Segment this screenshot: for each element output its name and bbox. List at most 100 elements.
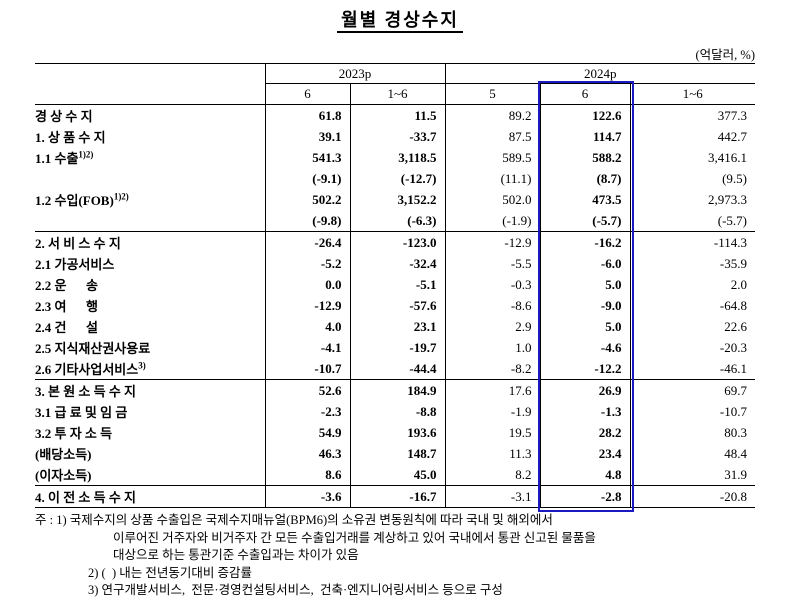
value-cell: 2,973.3 — [708, 191, 747, 207]
row-label-superscript: 1)2) — [78, 149, 94, 160]
table-row: 3.2 투 자 소 득 54.9 193.6 19.5 28.2 80.3 — [35, 422, 755, 443]
value-cell: 0.0 — [265, 274, 351, 295]
value-cell: -2.8 — [540, 485, 631, 508]
value-cell: -16.2 — [540, 231, 631, 253]
col-header-2023-6: 6 — [265, 83, 351, 105]
unit-note: (억달러, %) — [695, 48, 756, 62]
row-label-cell: (배당소득) — [35, 443, 266, 464]
value-cell: -16.7 — [350, 485, 446, 508]
row-label: 2. 서 비 스 수 지 — [35, 236, 121, 251]
table-row: 2.5 지식재산권사용료 -4.1 -19.7 1.0 -4.6 -20.3 — [35, 337, 755, 358]
value-cell: 3,416.1 — [708, 149, 747, 165]
corner-cell — [35, 63, 266, 84]
value-cell: 80.3 — [724, 424, 747, 440]
value-cell: 69.7 — [630, 379, 755, 401]
row-label: 2.2 운 송 — [35, 278, 98, 293]
value-cell: -57.6 — [350, 295, 446, 316]
value-cell: 23.1 — [350, 316, 446, 337]
row-label-cell: 2.4 건 설 — [35, 316, 266, 337]
current-account-table: 2023p 2024p 6 1~6 5 6 1~6 경 상 수 지 61.8 11.… — [35, 63, 755, 508]
value-cell: -8.8 — [350, 401, 446, 422]
footnotes: 주 : 1) 국제수지의 상품 수출입은 국제수지매뉴얼(BPM6)의 소유권 … — [35, 512, 775, 600]
value-cell: 54.9 — [265, 422, 351, 443]
value-cell: -5.1 — [350, 274, 446, 295]
table-row: 1. 상 품 수 지 39.1 -33.7 87.5 114.7 442.7 — [35, 126, 755, 147]
value-cell: -114.3 — [630, 231, 755, 253]
table-row: 4. 이 전 소 득 수 지 -3.6 -16.7 -3.1 -2.8 -20.8 — [35, 485, 755, 508]
value-cell: 39.1 — [265, 126, 351, 147]
value-cell: 11.3 — [445, 443, 541, 464]
value-cell: -19.7 — [350, 337, 446, 358]
row-label-cell: 2. 서 비 스 수 지 — [35, 231, 266, 253]
value-cell: (9.5) — [722, 170, 747, 186]
table-row: 2.1 가공서비스 -5.2 -32.4 -5.5 -6.0 -35.9 — [35, 253, 755, 274]
value-cell: 2.0 — [730, 276, 747, 292]
value-cell: 5.0 — [540, 316, 631, 337]
table-subheader-row: 6 1~6 5 6 1~6 — [35, 83, 755, 105]
row-label-cell — [35, 210, 266, 232]
title-row: 월별 경상수지 — [0, 6, 800, 33]
row-label: 1. 상 품 수 지 — [35, 130, 106, 145]
table-row: 2.4 건 설 4.0 23.1 2.9 5.0 22.6 — [35, 316, 755, 337]
footnote-line-4: 2) ( ) 내는 전년동기대비 증감률 — [88, 565, 252, 580]
value-cell: 22.6 — [724, 318, 747, 334]
value-cell: 473.5 — [540, 189, 631, 210]
table-row: 3. 본 원 소 득 수 지 52.6 184.9 17.6 26.9 69.7 — [35, 379, 755, 401]
value-cell: -3.6 — [265, 485, 351, 508]
row-label-cell: 경 상 수 지 — [35, 104, 266, 126]
value-cell: 31.9 — [724, 466, 747, 482]
value-cell: 26.9 — [540, 379, 631, 401]
table-row: 2.6 기타사업서비스3) -10.7 -44.4 -8.2 -12.2 -46.1 — [35, 358, 755, 380]
value-cell: (-5.7) — [717, 212, 747, 228]
row-label-cell: 2.5 지식재산권사용료 — [35, 337, 266, 358]
table-row: (-9.1) (-12.7) (11.1) (8.7) (9.5) — [35, 168, 755, 189]
table-row: (배당소득) 46.3 148.7 11.3 23.4 48.4 — [35, 443, 755, 464]
table-row: 2.2 운 송 0.0 -5.1 -0.3 5.0 2.0 — [35, 274, 755, 295]
value-cell: (-12.7) — [350, 168, 446, 189]
value-cell: 114.7 — [540, 126, 631, 147]
value-cell: -12.2 — [540, 358, 631, 380]
corner-cell-2 — [35, 83, 266, 105]
value-cell: 3,118.5 — [350, 147, 446, 168]
table-row: 1.1 수출1)2) 541.3 3,118.5 589.5 588.2 3,416.1 — [35, 147, 755, 168]
value-cell: 23.4 — [540, 443, 631, 464]
value-cell: -46.1 — [719, 360, 747, 376]
value-cell: 8.6 — [265, 464, 351, 486]
value-cell: 588.2 — [540, 147, 631, 168]
footnote-line-5: 3) 연구개발서비스, 전문·경영컨설팅서비스, 건축·엔지니어링서비스 등으로… — [88, 583, 503, 597]
row-label: 3.1 급 료 및 임 금 — [35, 405, 128, 420]
value-cell: (-9.8) — [265, 210, 351, 232]
value-cell: 4.0 — [265, 316, 351, 337]
value-cell: 377.3 — [717, 107, 747, 123]
col-header-2024-6: 6 — [540, 83, 631, 105]
value-cell: 148.7 — [350, 443, 446, 464]
value-cell: 89.2 — [445, 104, 541, 126]
row-label-cell — [35, 168, 266, 189]
row-label: 2.5 지식재산권사용료 — [35, 341, 151, 356]
table-row: (-9.8) (-6.3) (-1.9) (-5.7) (-5.7) — [35, 210, 755, 232]
value-cell: -5.2 — [265, 253, 351, 274]
value-cell: 5.0 — [540, 274, 631, 295]
value-cell: 502.2 — [265, 189, 351, 210]
row-label-cell: 2.1 가공서비스 — [35, 253, 266, 274]
value-cell: 46.3 — [265, 443, 351, 464]
value-cell: -10.7 — [719, 403, 747, 419]
row-label: 2.4 건 설 — [35, 320, 98, 335]
value-cell: 8.2 — [445, 464, 541, 486]
value-cell: (-9.1) — [265, 168, 351, 189]
value-cell: -6.0 — [540, 253, 631, 274]
row-label-cell: 2.6 기타사업서비스3) — [35, 358, 266, 380]
col-header-2023-1to6: 1~6 — [350, 83, 446, 105]
value-cell: -8.2 — [445, 358, 541, 380]
table-row: (이자소득) 8.6 45.0 8.2 4.8 31.9 — [35, 464, 755, 486]
value-cell: -123.0 — [350, 231, 446, 253]
table-group-header-row: 2023p 2024p — [35, 63, 755, 84]
value-cell: -8.6 — [445, 295, 541, 316]
value-cell: -10.7 — [265, 358, 351, 380]
value-cell: -20.8 — [630, 485, 755, 508]
table-header: 2023p 2024p 6 1~6 5 6 1~6 — [35, 63, 755, 105]
row-label: 1.2 수입(FOB) — [35, 193, 114, 208]
value-cell: 184.9 — [350, 379, 446, 401]
value-cell: -9.0 — [540, 295, 631, 316]
footnote-line-2: 이루어진 거주자와 비거주자 간 모든 수출입거래를 계상하고 있어 국내에서 … — [113, 530, 596, 545]
